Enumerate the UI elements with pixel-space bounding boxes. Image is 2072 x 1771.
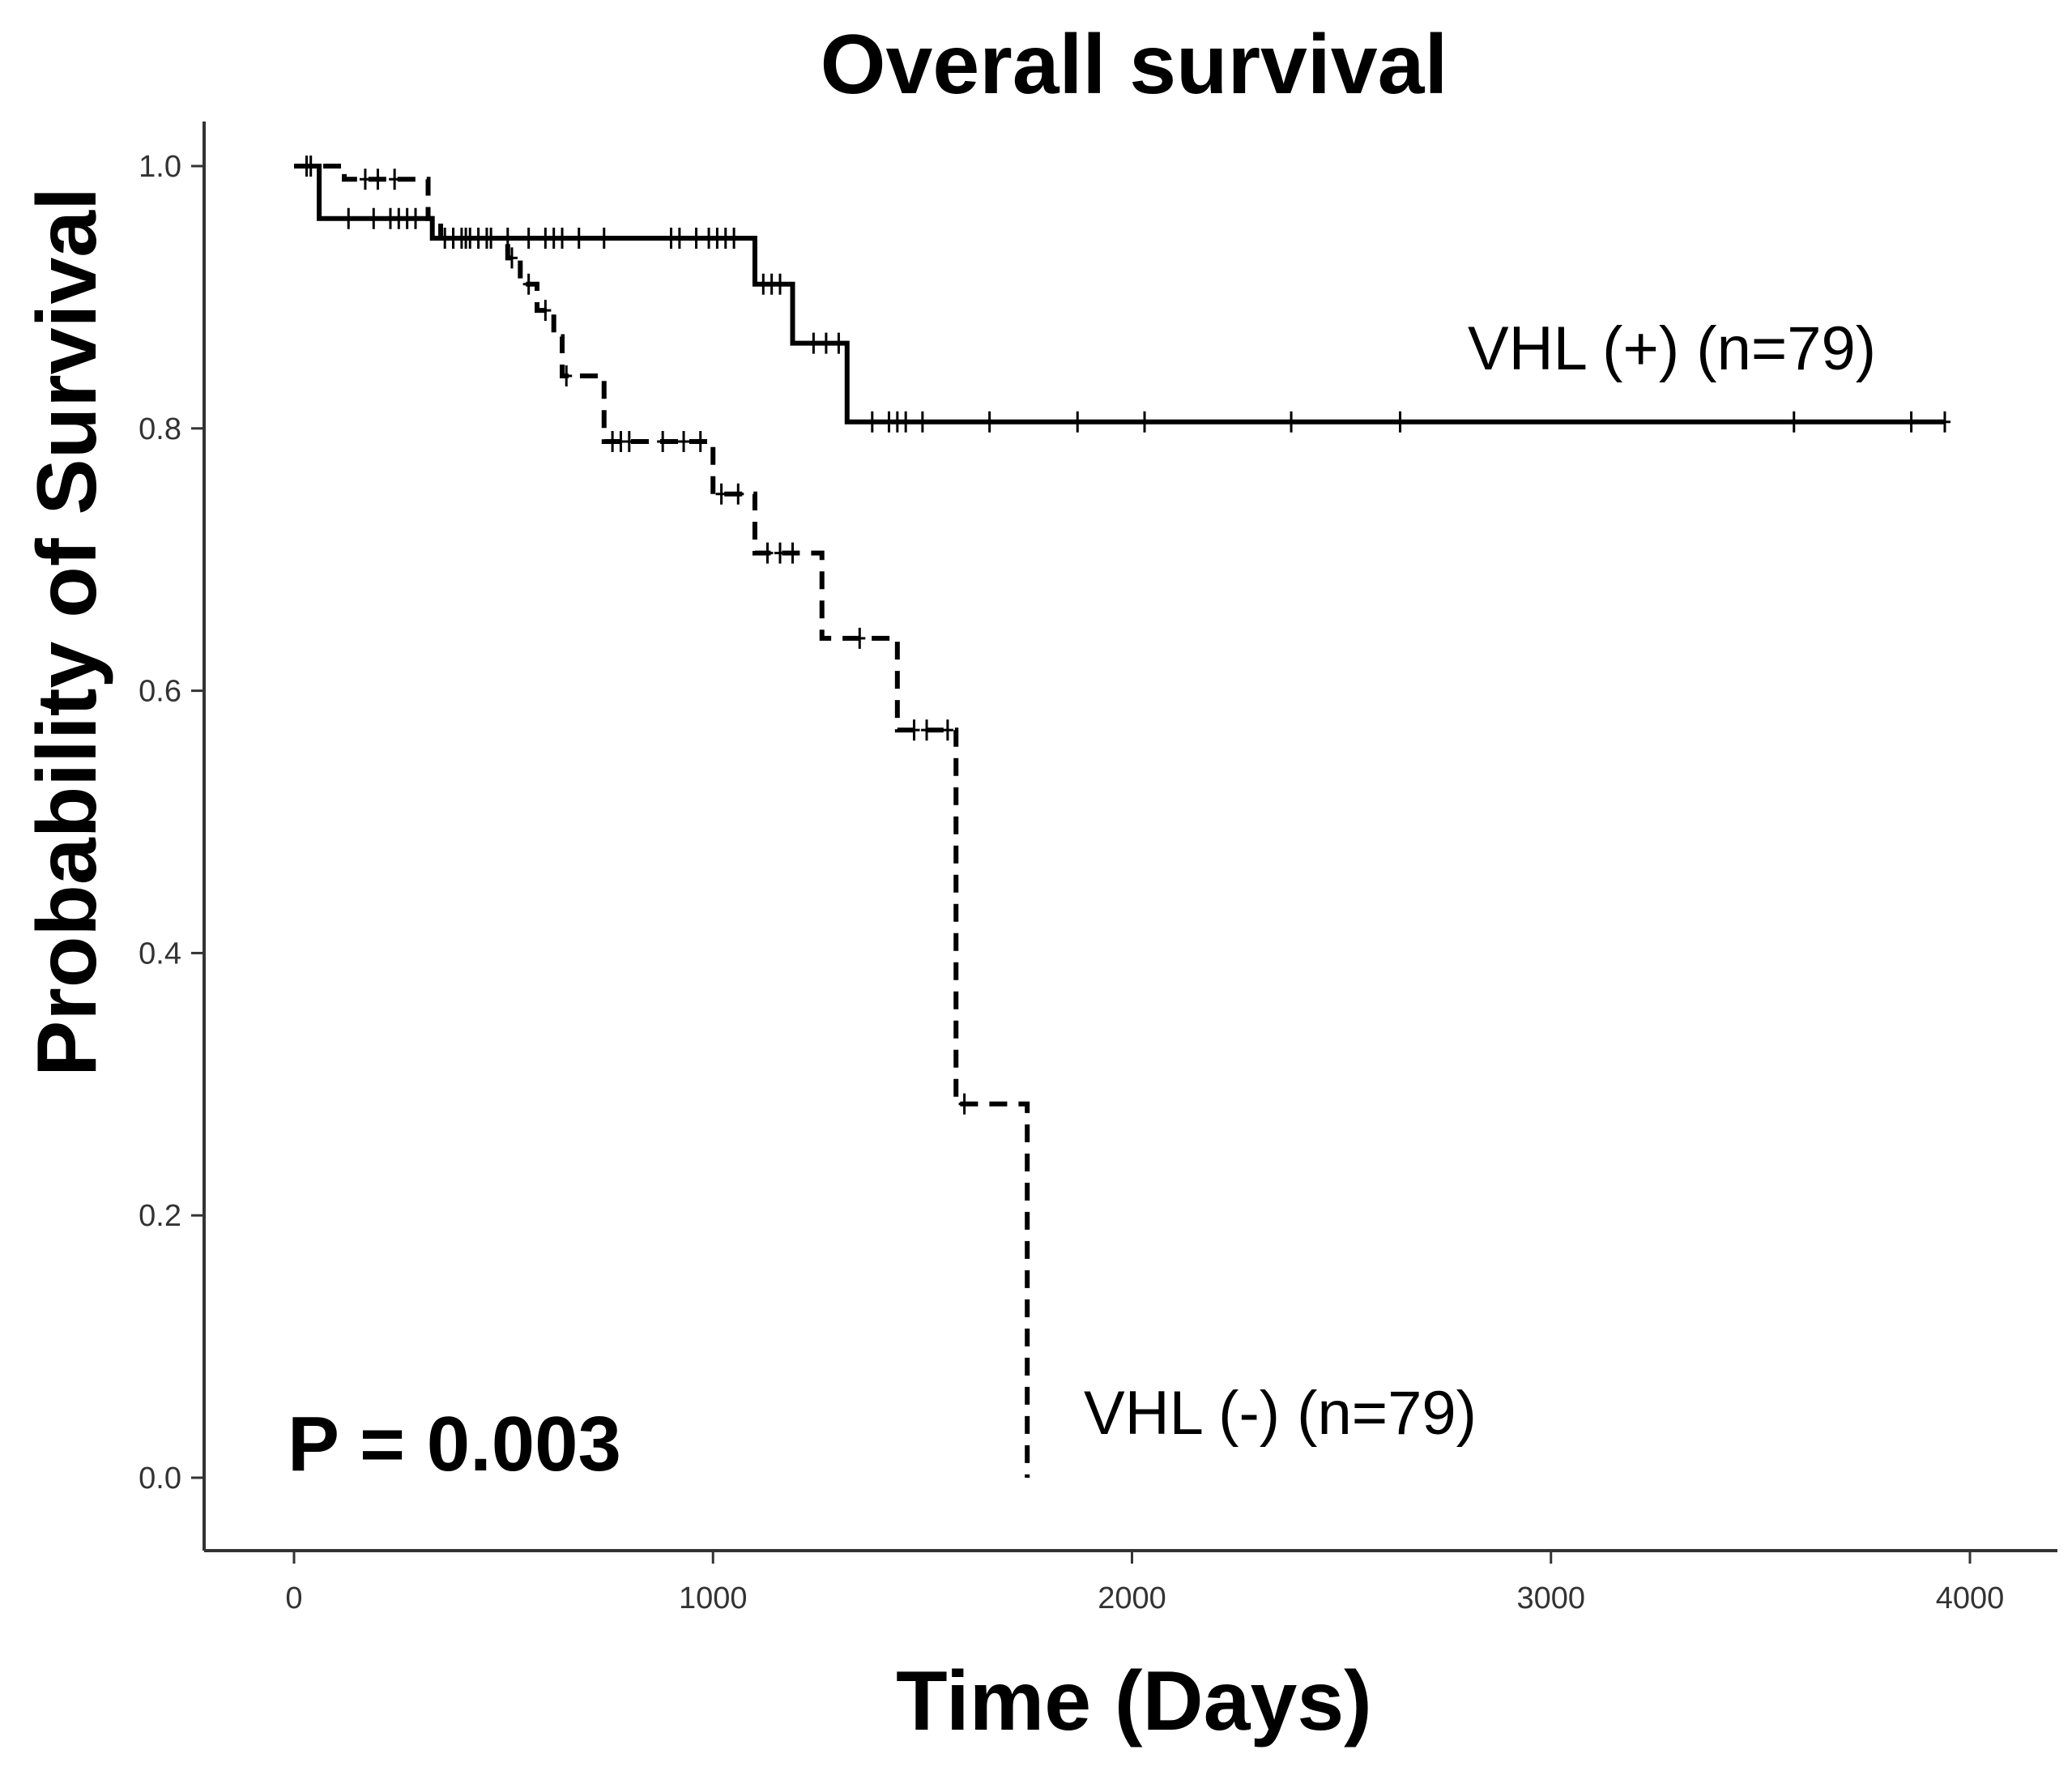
censor-mark-vhl-negative <box>958 1093 970 1115</box>
survival-curves <box>294 156 1950 1478</box>
series-label-vhl-negative: VHL (-) (n=79) <box>1084 1379 1477 1448</box>
censor-mark-vhl-negative <box>908 719 920 741</box>
censor-mark-vhl-negative <box>464 228 476 250</box>
y-tick-label: 0.0 <box>139 1462 181 1496</box>
censor-mark-vhl-negative <box>389 169 401 190</box>
censor-mark-vhl-negative <box>657 430 669 452</box>
censor-mark-vhl-positive <box>808 332 820 354</box>
x-tick-label: 0 <box>285 1581 302 1615</box>
censor-mark-vhl-positive <box>410 207 422 229</box>
y-tick-label: 0.8 <box>139 412 181 446</box>
censor-mark-vhl-positive <box>728 228 740 250</box>
y-tick-label: 0.6 <box>139 675 181 709</box>
y-axis-title: Probability of Survival <box>20 187 114 1077</box>
censor-mark-vhl-positive <box>343 207 355 229</box>
censor-mark-vhl-negative <box>774 542 787 564</box>
censor-mark-vhl-positive <box>1788 411 1800 433</box>
series-vhl-positive <box>294 164 1950 433</box>
censor-mark-vhl-negative <box>787 542 799 564</box>
censor-mark-vhl-positive <box>833 332 845 354</box>
censor-mark-vhl-positive <box>866 411 878 433</box>
censor-mark-vhl-positive <box>916 411 928 433</box>
y-tick-label: 0.2 <box>139 1199 181 1233</box>
y-tick-label: 1.0 <box>139 150 181 184</box>
censor-mark-vhl-positive <box>1285 411 1298 433</box>
censor-mark-vhl-positive <box>774 273 787 295</box>
censor-mark-vhl-positive <box>1139 411 1151 433</box>
censor-mark-vhl-negative <box>372 169 384 190</box>
survival-curve-vhl-negative <box>294 164 1030 1478</box>
censor-mark-vhl-positive <box>598 228 610 250</box>
censor-mark-vhl-positive <box>1905 411 1917 433</box>
censor-mark-vhl-negative <box>359 169 371 190</box>
x-tick-label: 3000 <box>1516 1581 1585 1615</box>
censor-mark-vhl-negative <box>941 719 953 741</box>
censor-mark-vhl-negative <box>694 430 706 452</box>
censor-mark-vhl-negative <box>623 430 635 452</box>
survival-curve-vhl-positive <box>294 164 1945 425</box>
censor-mark-vhl-negative <box>561 365 573 387</box>
censor-mark-vhl-positive <box>1938 411 1950 433</box>
censor-mark-vhl-positive <box>368 207 380 229</box>
censor-mark-vhl-positive <box>1394 411 1406 433</box>
x-tick-label: 4000 <box>1936 1581 2005 1615</box>
censor-mark-vhl-negative <box>522 273 535 295</box>
x-axis-title: Time (Days) <box>896 1654 1372 1748</box>
censor-mark-vhl-negative <box>539 300 552 322</box>
x-tick-label: 1000 <box>679 1581 748 1615</box>
censor-mark-vhl-positive <box>900 411 912 433</box>
censor-mark-vhl-negative <box>305 156 317 177</box>
censor-mark-vhl-negative <box>854 627 866 649</box>
series-label-vhl-positive: VHL (+) (n=79) <box>1468 314 1876 383</box>
censor-mark-vhl-negative <box>505 247 518 269</box>
y-axis-ticks: 0.0 0.2 0.4 0.6 0.8 1.0 <box>139 150 204 1496</box>
censor-mark-vhl-positive <box>1072 411 1084 433</box>
censor-mark-vhl-positive <box>690 228 702 250</box>
y-tick-label: 0.4 <box>139 937 181 971</box>
series-vhl-negative <box>294 156 1030 1478</box>
x-axis-ticks: 0 1000 2000 3000 4000 <box>285 1551 2004 1615</box>
x-tick-label: 2000 <box>1098 1581 1166 1615</box>
censor-mark-vhl-positive <box>522 228 535 250</box>
censor-mark-vhl-positive <box>673 228 685 250</box>
censor-mark-vhl-negative <box>480 228 492 250</box>
censor-mark-vhl-positive <box>820 332 832 354</box>
censor-mark-vhl-negative <box>678 430 690 452</box>
chart-title: Overall survival <box>821 18 1448 112</box>
censor-mark-vhl-negative <box>761 542 774 564</box>
censor-mark-vhl-negative <box>732 483 744 505</box>
censor-mark-vhl-positive <box>983 411 995 433</box>
censor-mark-vhl-positive <box>573 228 585 250</box>
p-value-annotation: P = 0.003 <box>288 1401 621 1487</box>
censor-mark-vhl-positive <box>556 228 569 250</box>
censor-mark-vhl-negative <box>715 483 727 505</box>
censor-mark-vhl-negative <box>921 719 933 741</box>
